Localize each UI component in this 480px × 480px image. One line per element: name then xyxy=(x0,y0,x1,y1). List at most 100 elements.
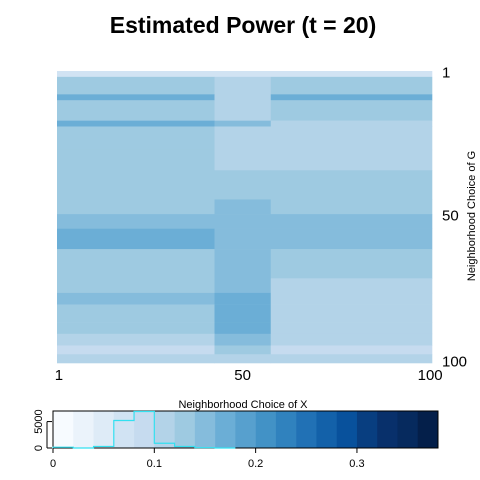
heatmap-cell-3-right xyxy=(270,100,433,121)
colorbar-tick-label-0: 0 xyxy=(50,458,56,470)
heatmap-cell-1-right xyxy=(270,76,433,95)
colorbar-swatch-14 xyxy=(336,411,358,448)
heatmap-cell-3-left xyxy=(57,100,215,121)
colorbar-swatch-13 xyxy=(316,411,337,448)
heatmap-cell-3-mid xyxy=(214,100,272,121)
heatmap-cells xyxy=(57,71,433,364)
heatmap-cell-12-mid xyxy=(214,278,272,294)
heatmap-cell-2-right xyxy=(270,94,433,101)
colorbar-swatch-16 xyxy=(377,411,398,448)
x-axis-title: Neighborhood Choice of X xyxy=(178,399,308,411)
heatmap-cell-5-right xyxy=(270,126,433,151)
heatmap-cell-9-left xyxy=(57,214,215,229)
heatmap-cell-10-left xyxy=(57,228,215,250)
heatmap-cell-18-left xyxy=(57,354,215,364)
y-tick-label-2: 100 xyxy=(442,354,467,371)
heatmap-cell-7-left xyxy=(57,170,215,200)
heatmap-cell-17-left xyxy=(57,345,215,355)
heatmap-cell-15-left xyxy=(57,322,215,335)
heatmap-cell-0-mid xyxy=(214,71,272,78)
heatmap-cell-13-left xyxy=(57,292,215,305)
heatmap-cell-7-mid xyxy=(214,170,272,200)
colorbar-swatch-6 xyxy=(174,411,196,448)
heatmap-cell-9-mid xyxy=(214,214,272,229)
histogram-outline xyxy=(52,410,236,449)
heatmap-cell-8-mid xyxy=(214,199,272,215)
colorbar-tick-label-1: 0.1 xyxy=(147,458,162,470)
x-axis-ticks: 1 50 100 xyxy=(55,367,443,384)
histogram-y-tick-label-1: 5000 xyxy=(33,409,45,433)
heatmap-cell-4-right xyxy=(270,120,433,127)
colorbar-swatch-10 xyxy=(255,411,277,448)
heatmap-cell-14-right xyxy=(270,304,433,323)
colorbar-tick-label-3: 0.3 xyxy=(349,458,364,470)
colorbar-swatch-12 xyxy=(296,411,317,448)
x-tick-label-1: 50 xyxy=(234,367,251,384)
heatmap-cell-17-right xyxy=(270,345,433,355)
heatmap-cell-0-left xyxy=(57,71,215,78)
heatmap-cell-10-right xyxy=(270,228,433,250)
colorbar-swatch-1 xyxy=(73,411,94,448)
heatmap-cell-15-mid xyxy=(214,322,272,335)
colorbar-swatch-0 xyxy=(53,411,74,448)
colorbar-swatch-9 xyxy=(235,411,256,448)
heatmap-cell-0-right xyxy=(270,71,433,78)
heatmap-cell-8-right xyxy=(270,199,433,215)
x-tick-label-2: 100 xyxy=(418,367,443,384)
heatmap-cell-5-left xyxy=(57,126,215,151)
heatmap-cell-6-mid xyxy=(214,149,272,171)
heatmap-cell-7-right xyxy=(270,170,433,200)
histogram-y-ticks: 0 5000 xyxy=(33,409,52,451)
colorbar-swatch-17 xyxy=(397,411,419,448)
heatmap-cell-11-mid xyxy=(214,249,272,279)
colorbar-swatch-8 xyxy=(215,411,236,448)
y-tick-label-1: 50 xyxy=(442,208,459,225)
heatmap-cell-16-right xyxy=(270,333,433,346)
colorbar-swatch-2 xyxy=(93,411,115,448)
colorbar-swatch-15 xyxy=(356,411,378,448)
y-axis-title: Neighborhood Choice of G xyxy=(466,151,478,281)
heatmap-cell-12-right xyxy=(270,278,433,294)
heatmap-cell-13-mid xyxy=(214,292,272,305)
heatmap-cell-14-mid xyxy=(214,304,272,323)
heatmap-cell-17-mid xyxy=(214,345,272,355)
heatmap-cell-16-left xyxy=(57,333,215,346)
heatmap-cell-13-right xyxy=(270,292,433,305)
heatmap-cell-10-mid xyxy=(214,228,272,250)
heatmap-cell-12-left xyxy=(57,278,215,294)
histogram xyxy=(52,410,236,449)
heatmap-cell-4-left xyxy=(57,120,215,127)
heatmap-cell-6-right xyxy=(270,149,433,171)
colorbar-swatch-3 xyxy=(113,411,135,448)
heatmap-cell-2-left xyxy=(57,94,215,101)
colorbar-swatch-7 xyxy=(194,411,216,448)
colorbar-tick-label-2: 0.2 xyxy=(248,458,263,470)
heatmap-cell-6-left xyxy=(57,149,215,171)
heatmap-cell-1-left xyxy=(57,76,215,95)
colorbar-swatch-4 xyxy=(134,411,155,448)
heatmap-cell-11-left xyxy=(57,249,215,279)
heatmap-cell-15-right xyxy=(270,322,433,335)
heatmap-cell-14-left xyxy=(57,304,215,323)
colorbar-frame xyxy=(52,410,439,449)
heatmap-cell-18-mid xyxy=(214,354,272,364)
histogram-y-tick-label-0: 0 xyxy=(33,445,45,451)
heatmap-cell-9-right xyxy=(270,214,433,229)
heatmap-cell-16-mid xyxy=(214,333,272,346)
heatmap-cell-11-right xyxy=(270,249,433,279)
colorbar-ticks: 0 0.1 0.2 0.3 xyxy=(50,448,365,470)
y-tick-label-0: 1 xyxy=(442,64,450,81)
colorbar-swatch-5 xyxy=(154,411,175,448)
y-axis-ticks: 1 50 100 xyxy=(442,64,467,370)
x-tick-label-0: 1 xyxy=(55,367,63,384)
heatmap-cell-1-mid xyxy=(214,76,272,95)
heatmap-cell-18-right xyxy=(270,354,433,364)
heatmap-cell-4-mid xyxy=(214,120,272,127)
heatmap-cell-5-mid xyxy=(214,126,272,151)
colorbar xyxy=(52,410,439,449)
heatmap-cell-8-left xyxy=(57,199,215,215)
chart-title: Estimated Power (t = 20) xyxy=(110,12,377,38)
colorbar-swatch-11 xyxy=(275,411,297,448)
colorbar-swatch-18 xyxy=(417,411,439,448)
